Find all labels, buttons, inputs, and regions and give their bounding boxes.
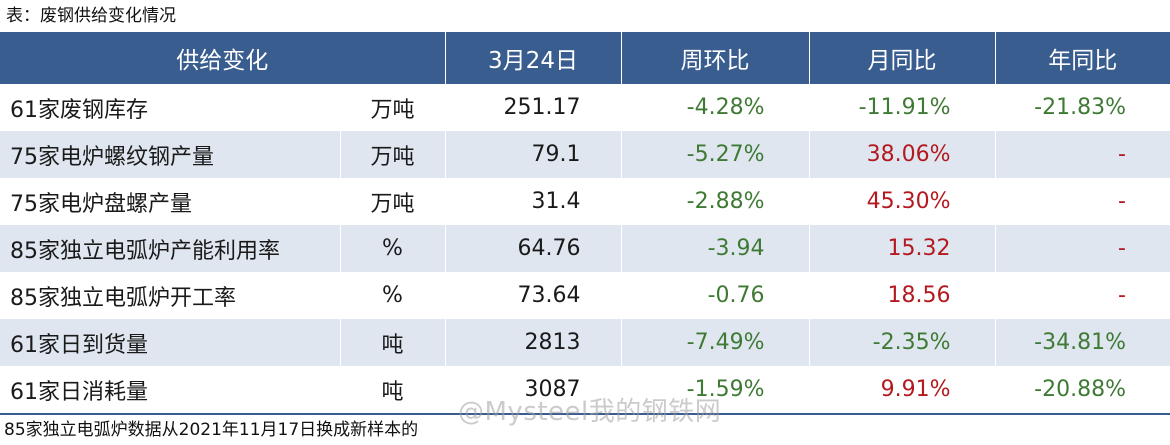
row-wow: -3.94 <box>621 225 810 272</box>
row-mom: -11.91% <box>809 84 996 131</box>
footnote: 85家独立电弧炉数据从2021年11月17日换成新样本的 <box>4 420 419 440</box>
row-mom: 38.06% <box>809 131 996 178</box>
row-name: 61家日消耗量 <box>0 366 341 413</box>
row-yoy: - <box>995 178 1170 225</box>
row-value: 3087 <box>445 366 622 413</box>
row-value: 2813 <box>445 319 622 366</box>
row-unit: % <box>340 225 446 272</box>
row-mom: 15.32 <box>809 225 996 272</box>
row-unit: 万吨 <box>340 84 446 131</box>
row-yoy: -34.81% <box>995 319 1170 366</box>
row-mom: 18.56 <box>809 272 996 319</box>
table-row: 61家废钢库存 万吨 251.17 -4.28% -11.91% -21.83% <box>0 84 1170 131</box>
row-wow: -7.49% <box>621 319 810 366</box>
table-row: 75家电炉螺纹钢产量 万吨 79.1 -5.27% 38.06% - <box>0 131 1170 178</box>
row-wow: -5.27% <box>621 131 810 178</box>
row-value: 73.64 <box>445 272 622 319</box>
row-wow: -4.28% <box>621 84 810 131</box>
header-week-over-week: 周环比 <box>621 32 810 84</box>
row-name: 61家日到货量 <box>0 319 341 366</box>
watermark: @Mysteel我的钢铁网 <box>458 397 722 427</box>
row-mom: -2.35% <box>809 319 996 366</box>
row-unit: 万吨 <box>340 178 446 225</box>
row-name: 61家废钢库存 <box>0 84 341 131</box>
row-name: 85家独立电弧炉产能利用率 <box>0 225 341 272</box>
row-yoy: - <box>995 131 1170 178</box>
row-yoy: -20.88% <box>995 366 1170 413</box>
row-mom: 45.30% <box>809 178 996 225</box>
row-unit: 吨 <box>340 319 446 366</box>
row-value: 251.17 <box>445 84 622 131</box>
row-unit: % <box>340 272 446 319</box>
table-row: 61家日消耗量 吨 3087 -1.59% 9.91% -20.88% <box>0 366 1170 413</box>
row-name: 85家独立电弧炉开工率 <box>0 272 341 319</box>
steel-scrap-supply-table: 供给变化 3月24日 周环比 月同比 年同比 61家废钢库存 万吨 251.17… <box>0 32 1170 413</box>
row-wow: -1.59% <box>621 366 810 413</box>
table-row: 85家独立电弧炉产能利用率 % 64.76 -3.94 15.32 - <box>0 225 1170 272</box>
row-unit: 吨 <box>340 366 446 413</box>
row-mom: 9.91% <box>809 366 996 413</box>
header-row: 供给变化 3月24日 周环比 月同比 年同比 <box>0 32 1170 84</box>
row-yoy: - <box>995 272 1170 319</box>
row-name: 75家电炉盘螺产量 <box>0 178 341 225</box>
row-value: 79.1 <box>445 131 622 178</box>
header-year-over-year: 年同比 <box>995 32 1170 84</box>
table-caption: 表：废钢供给变化情况 <box>6 6 176 26</box>
table-row: 75家电炉盘螺产量 万吨 31.4 -2.88% 45.30% - <box>0 178 1170 225</box>
table-row: 85家独立电弧炉开工率 % 73.64 -0.76 18.56 - <box>0 272 1170 319</box>
row-value: 31.4 <box>445 178 622 225</box>
row-name: 75家电炉螺纹钢产量 <box>0 131 341 178</box>
row-unit: 万吨 <box>340 131 446 178</box>
table-row: 61家日到货量 吨 2813 -7.49% -2.35% -34.81% <box>0 319 1170 366</box>
header-date: 3月24日 <box>445 32 622 84</box>
row-yoy: - <box>995 225 1170 272</box>
table-bottom-rule <box>0 413 1170 415</box>
row-value: 64.76 <box>445 225 622 272</box>
row-yoy: -21.83% <box>995 84 1170 131</box>
header-month-over-month: 月同比 <box>809 32 996 84</box>
row-wow: -0.76 <box>621 272 810 319</box>
row-wow: -2.88% <box>621 178 810 225</box>
header-supply-change: 供给变化 <box>0 32 446 84</box>
